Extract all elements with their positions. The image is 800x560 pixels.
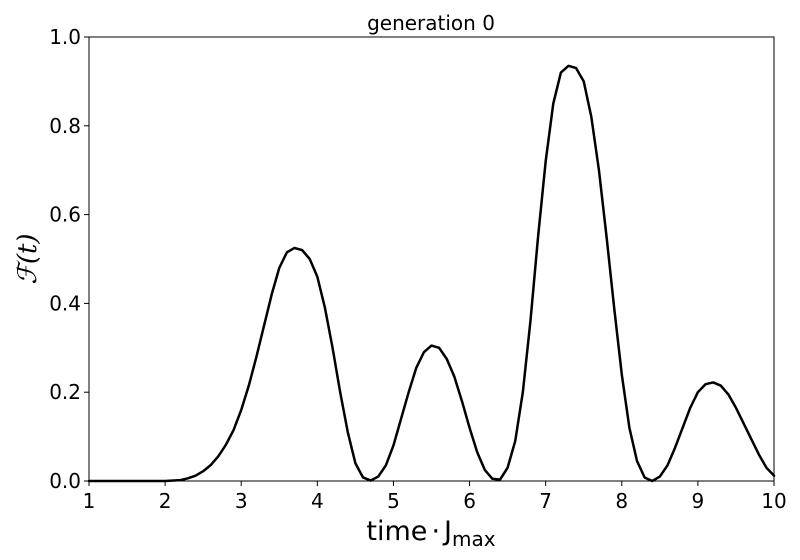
y-tick-label: 0.6 — [49, 203, 81, 227]
x-tick-label: 3 — [235, 489, 248, 513]
y-tick-label: 1.0 — [49, 25, 81, 49]
y-axis-label: ℱ(t) — [13, 233, 43, 284]
x-axis-label-subscript: max — [452, 527, 496, 551]
x-axis-label-base: time — [366, 516, 427, 547]
x-tick-label: 5 — [387, 489, 400, 513]
x-tick-label: 8 — [615, 489, 628, 513]
x-tick-label: 1 — [83, 489, 96, 513]
x-axis-label-main: J — [442, 516, 452, 547]
y-axis: 0.0 0.2 0.4 0.6 0.8 1.0 — [49, 25, 89, 493]
x-axis-label-dot: · — [431, 516, 440, 547]
x-tick-label: 4 — [311, 489, 324, 513]
x-tick-label: 2 — [159, 489, 172, 513]
y-tick-label: 0.4 — [49, 291, 81, 315]
x-tick-label: 6 — [463, 489, 476, 513]
y-tick-label: 0.2 — [49, 380, 81, 404]
x-tick-label: 9 — [692, 489, 705, 513]
x-tick-label: 7 — [539, 489, 552, 513]
chart-title: generation 0 — [367, 11, 495, 35]
y-tick-label: 0.8 — [49, 114, 81, 138]
plot-frame — [88, 36, 775, 482]
x-tick-label: 10 — [761, 489, 786, 513]
y-tick-label: 0.0 — [49, 469, 81, 493]
x-axis-label: time · Jmax — [366, 516, 495, 551]
fidelity-series-line — [87, 64, 776, 483]
x-axis: 1 2 3 4 5 6 7 8 9 10 — [83, 481, 787, 513]
